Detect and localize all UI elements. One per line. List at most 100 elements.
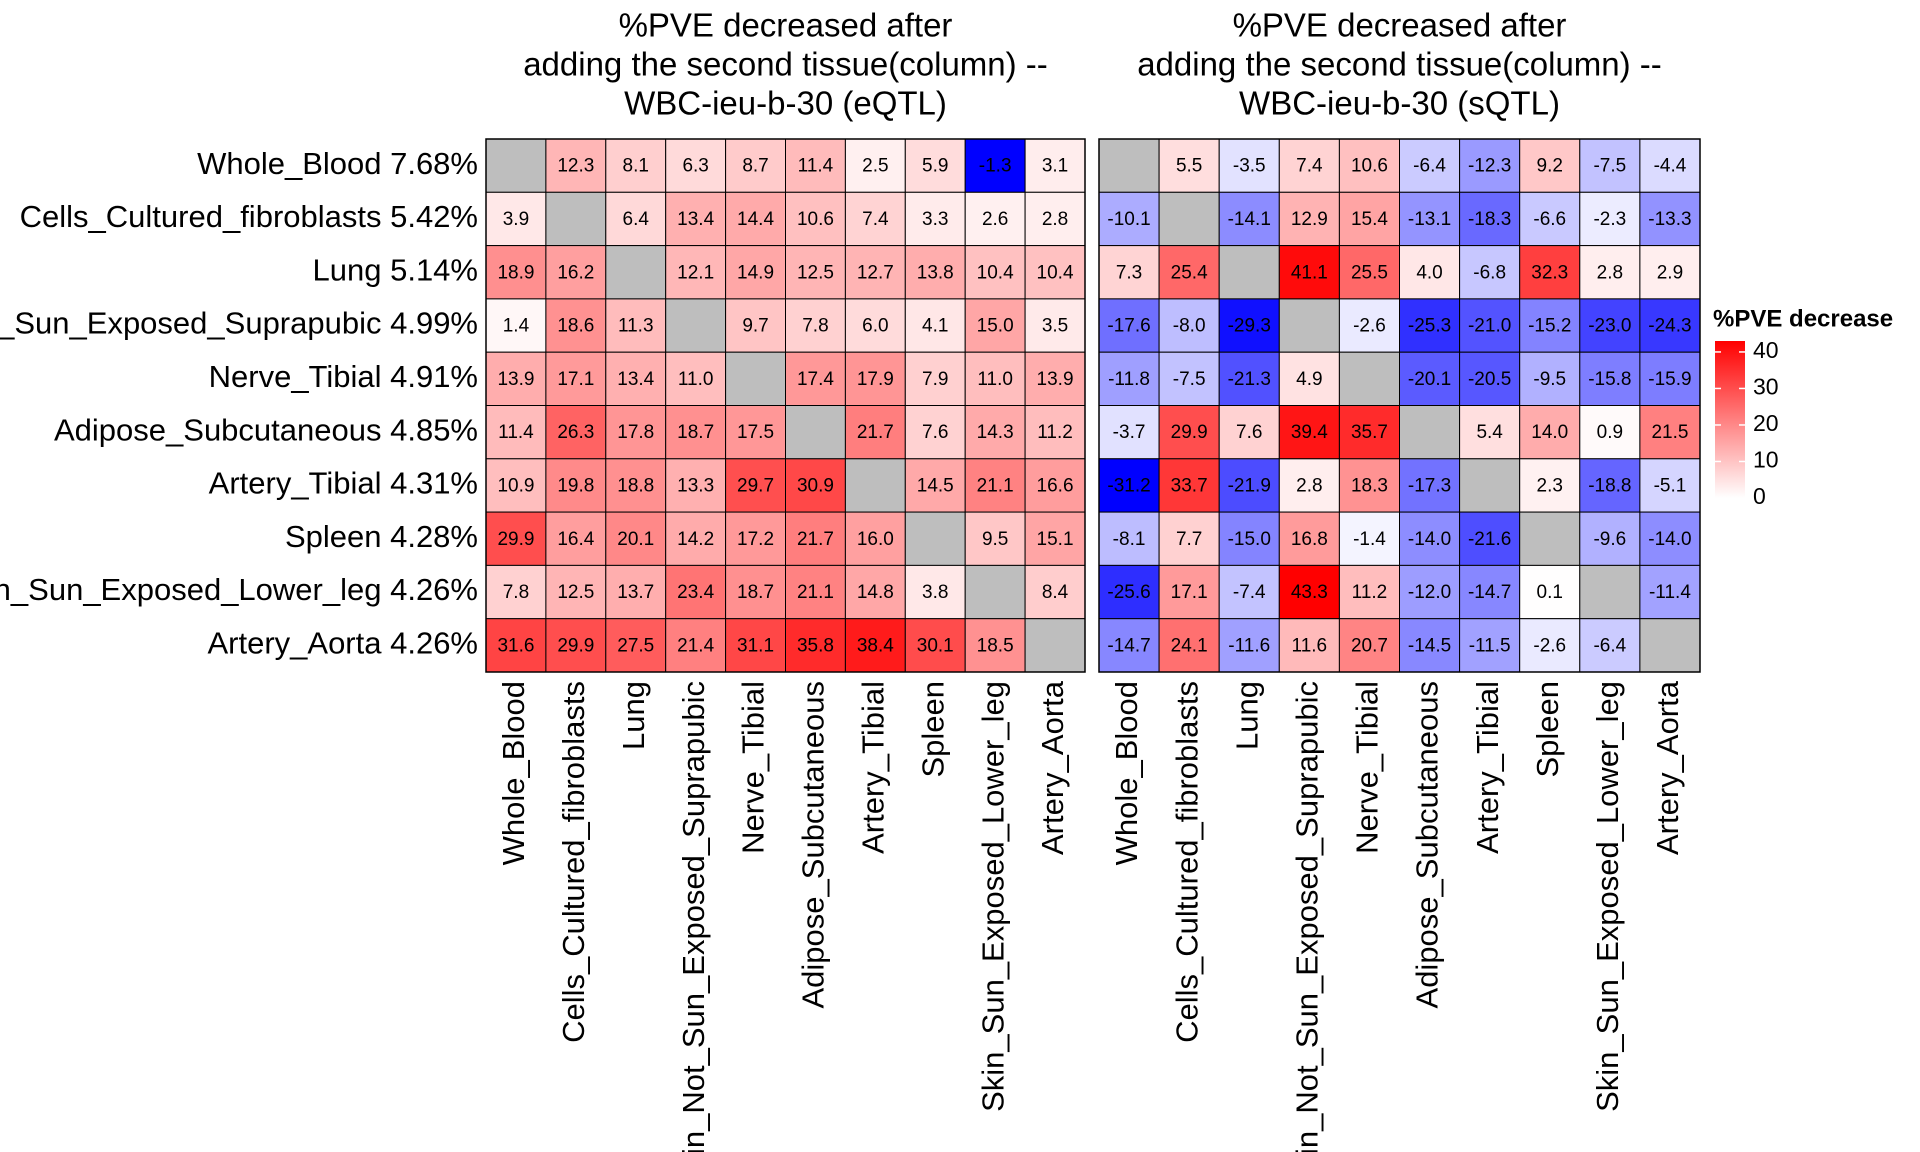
column-label: Adipose_Subcutaneous [796,681,831,1008]
heatmap-cell [1024,564,1086,620]
heatmap-cell [1579,245,1641,300]
cell-label: -3.7 [1113,422,1146,443]
cell-label: 8.1 [623,156,649,177]
cell-label: -5.1 [1654,475,1687,496]
cell-label: 29.9 [497,529,534,550]
cell-label: -7.5 [1593,156,1626,177]
cell-label: 11.2 [1352,582,1388,603]
cell-label: 14.5 [917,475,954,496]
heatmap-cell [1519,298,1581,353]
cell-label: -21.6 [1468,529,1511,550]
column-label: Nerve_Tibial [1350,681,1385,854]
cell-label: 12.5 [797,262,834,283]
heatmap-cell [1098,618,1160,673]
heatmap-cell [1399,245,1461,300]
cell-label: -9.5 [1533,369,1566,390]
heatmap-cell [1338,458,1401,513]
chart-title: %PVE decreased after [1233,7,1567,44]
cell-label: 18.6 [557,316,594,337]
cell-label: 10.9 [497,475,534,496]
cell-label: 11.4 [798,156,834,177]
heatmap-cell [785,618,846,673]
heatmap-cell [485,351,547,407]
heatmap-cell [904,618,966,673]
heatmap-cell [1639,458,1701,513]
cell-label: 13.4 [617,369,654,390]
cell-label: -14.7 [1468,582,1511,603]
cell-label: 2.9 [1657,262,1683,283]
cell-label: -18.3 [1468,209,1511,230]
cell-label: 9.5 [982,529,1008,550]
column-label: Skin_Not_Sun_Exposed_Suprapubic [676,681,711,1152]
cell-label: 17.2 [737,529,774,550]
heatmap-cell [725,564,786,620]
cell-label: 31.6 [497,635,534,656]
cell-label: 18.9 [497,262,534,283]
cell-label: 43.3 [1291,582,1328,603]
heatmap-cell [1098,351,1160,407]
cell-label: 2.8 [1042,209,1068,230]
row-label: Nerve_Tibial 4.91% [209,359,478,394]
column-label: Lung [1229,681,1264,750]
heatmap-cell [964,138,1026,193]
cell-label: -6.6 [1533,209,1566,230]
heatmap-cell [485,564,547,620]
cell-label: 3.5 [1042,316,1068,337]
cell-label: 15.4 [1351,209,1388,230]
legend-tick-label: 10 [1753,447,1779,473]
heatmap-cell [485,245,547,300]
heatmap-cell [1338,564,1401,620]
cell-label: -14.0 [1408,529,1451,550]
empty-cell [1278,298,1340,353]
cell-label: 3.9 [503,209,529,230]
heatmap-cell [725,245,786,300]
cell-label: 13.9 [497,369,534,390]
cell-label: -12.0 [1408,582,1451,603]
heatmap-cell [785,245,846,300]
column-label: Lung [616,681,651,750]
cell-label: -8.0 [1173,316,1206,337]
cell-label: 23.4 [677,582,714,603]
cell-label: 13.8 [917,262,954,283]
cell-label: 13.4 [677,209,714,230]
cell-label: 21.1 [977,475,1014,496]
cell-label: -2.6 [1353,316,1386,337]
heatmap-cell [1639,191,1701,247]
cell-label: 16.2 [557,262,594,283]
row-label: Spleen 4.28% [285,519,478,554]
cell-label: 14.2 [677,529,714,550]
cell-label: -18.8 [1588,475,1631,496]
cell-label: 35.8 [797,635,834,656]
cell-label: 10.4 [1037,262,1074,283]
cell-label: 16.4 [557,529,594,550]
cell-label: 13.7 [617,582,654,603]
cell-label: 29.7 [737,475,774,496]
chart-title: %PVE decreased after [619,7,953,44]
cell-label: 4.0 [1416,262,1442,283]
heatmap-cell [1579,618,1641,673]
heatmap-cell [1579,191,1641,247]
cell-label: 30.1 [917,635,954,656]
cell-label: 10.6 [1351,156,1388,177]
cell-label: 25.5 [1351,262,1388,283]
cell-label: -31.2 [1107,475,1150,496]
cell-label: 17.5 [737,422,774,443]
cell-label: 7.6 [1236,422,1262,443]
empty-cell [1158,191,1220,247]
heatmap-cell [844,351,906,407]
cell-label: 0.9 [1597,422,1623,443]
chart-title: WBC-ieu-b-30 (eQTL) [624,85,947,122]
cell-label: -23.0 [1588,316,1631,337]
heatmap-cell [1278,511,1340,566]
row-label: Artery_Tibial 4.31% [209,466,478,501]
heatmap-cell [1459,245,1521,300]
row-label: Lung 5.14% [313,252,478,287]
cell-label: 18.5 [977,635,1014,656]
legend-colorbar [1715,341,1745,498]
heatmap-cell [1158,618,1220,673]
cell-label: 16.0 [857,529,894,550]
row-label: Skin_Not_Sun_Exposed_Suprapubic 4.99% [0,306,478,341]
cell-label: 12.7 [857,262,894,283]
heatmap-cell [545,245,607,300]
